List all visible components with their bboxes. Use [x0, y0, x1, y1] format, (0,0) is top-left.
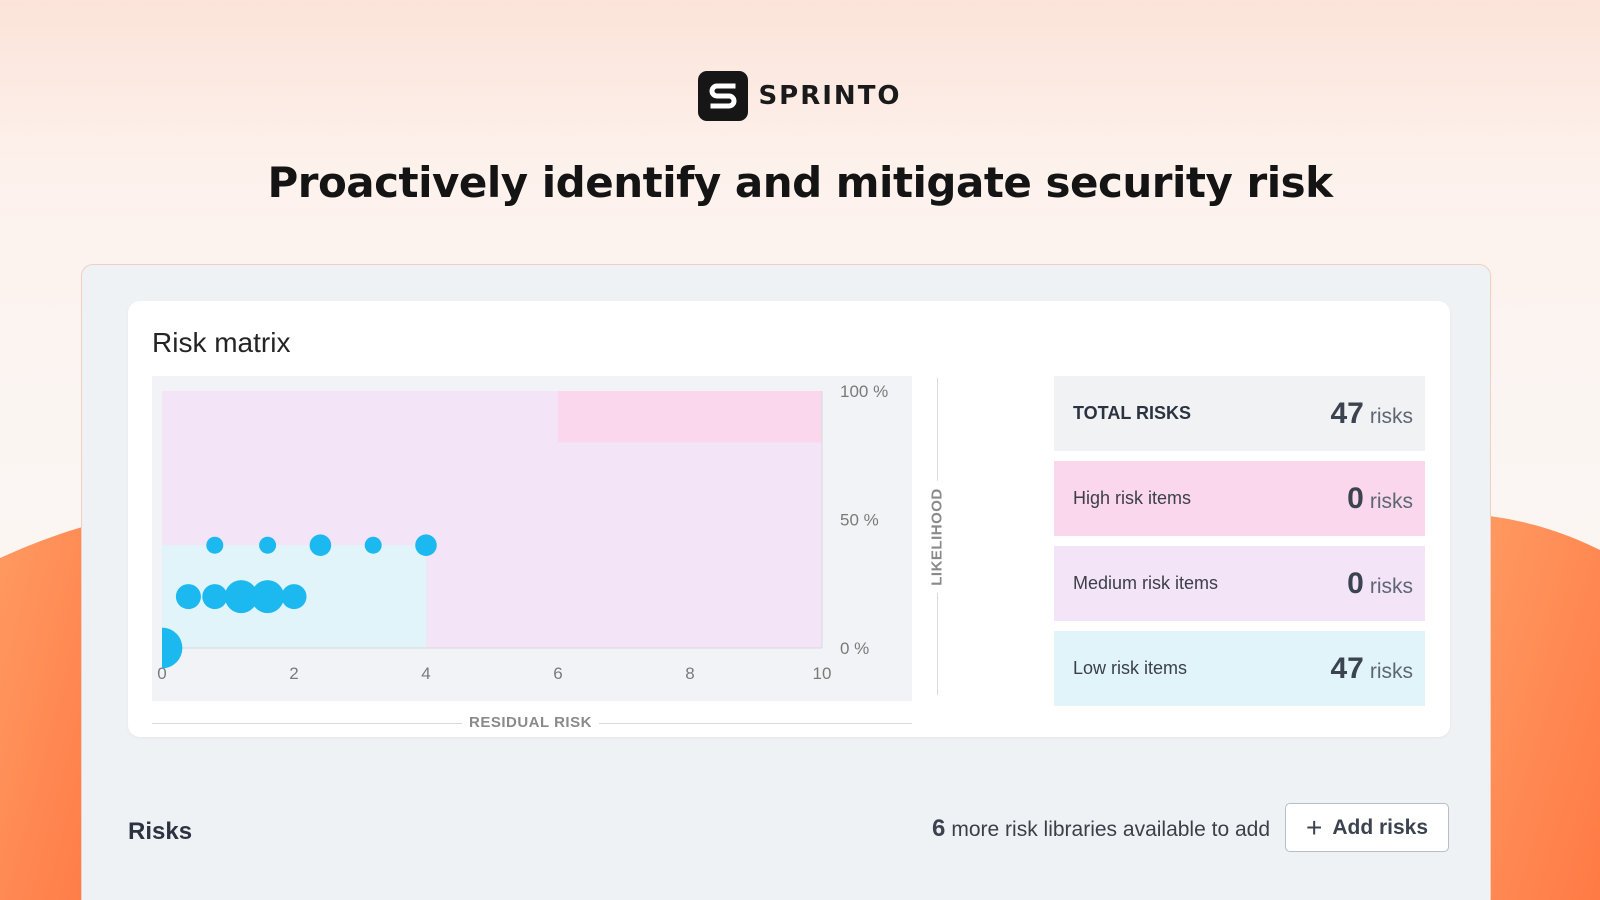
logo-mark-icon [698, 71, 749, 121]
sprinto-logo: SPRINTO [0, 71, 1600, 121]
risk-matrix-card: Risk matrix 0 2 4 6 8 10 100 % 50 % 0 % RESIDUAL… [128, 301, 1450, 737]
risk-bubble [202, 584, 228, 610]
total-risks-label: TOTAL RISKS [1073, 403, 1192, 423]
x-tick-label: 10 [813, 664, 832, 683]
x-tick-label: 4 [421, 664, 430, 683]
risk-matrix-chart: 0 2 4 6 8 10 100 % 50 % 0 % [152, 376, 912, 701]
page-headline: Proactively identify and mitigate securi… [267, 158, 1333, 207]
medium-risk-row[interactable]: Medium risk items 0 risks [1054, 546, 1425, 621]
total-risks-value: 47 risks [1330, 397, 1413, 431]
risk-bubble [364, 536, 382, 554]
high-risk-row[interactable]: High risk items 0 risks [1054, 461, 1425, 536]
total-risks-count: 47 [1330, 396, 1364, 430]
y-tick-label: 50 % [840, 511, 879, 530]
total-risks-row[interactable]: TOTAL RISKS 47 risks [1054, 376, 1425, 451]
low-risk-label: Low risk items [1073, 658, 1188, 678]
x-tick-label: 2 [289, 664, 298, 683]
risk-bubble [281, 584, 307, 610]
plus-icon: + [1305, 811, 1323, 843]
risk-bubble [415, 534, 437, 556]
x-tick-label: 8 [685, 664, 694, 683]
add-risks-label: Add risks [1332, 815, 1429, 839]
risk-bubble [309, 534, 332, 556]
risk-bubble [259, 536, 277, 554]
risk-bubble [206, 536, 224, 554]
low-risk-row[interactable]: Low risk items 47 risks [1054, 631, 1425, 706]
low-risk-count: 47 [1330, 651, 1364, 685]
risk-bubble [175, 584, 201, 610]
y-tick-label: 100 % [840, 382, 888, 401]
risk-bubble [162, 627, 183, 669]
low-risk-unit: risks [1369, 659, 1413, 683]
high-risk-unit: risks [1369, 489, 1413, 513]
risks-section-title: Risks [128, 818, 193, 845]
x-tick-label: 0 [157, 664, 166, 683]
risk-libraries-count: 6 [932, 815, 946, 842]
risk-matrix-title: Risk matrix [152, 327, 291, 358]
app-panel: Risk matrix 0 2 4 6 8 10 100 % 50 % 0 % RESIDUAL… [81, 264, 1491, 900]
risk-bubble [251, 580, 285, 614]
residual-risk-label: RESIDUAL RISK [462, 714, 599, 731]
risk-libraries-text: more risk libraries available to add [951, 818, 1270, 841]
high-risk-zone [558, 391, 822, 443]
x-tick-label: 6 [553, 664, 562, 683]
logo-text: SPRINTO [758, 81, 902, 111]
y-tick-label: 0 % [840, 639, 869, 658]
medium-risk-label: Medium risk items [1073, 573, 1219, 593]
risk-bubble [224, 580, 258, 614]
medium-risk-count: 0 [1347, 566, 1364, 600]
likelihood-label: LIKELIHOOD [928, 481, 946, 593]
add-risks-button[interactable]: + Add risks [1285, 803, 1449, 852]
high-risk-value: 0 risks [1347, 482, 1413, 516]
low-risk-value: 47 risks [1330, 652, 1413, 686]
risk-matrix-svg: 0 2 4 6 8 10 100 % 50 % 0 % [157, 382, 888, 683]
medium-risk-unit: risks [1369, 574, 1413, 598]
high-risk-count: 0 [1347, 481, 1364, 515]
total-risks-unit: risks [1369, 404, 1413, 428]
risk-summary: TOTAL RISKS 47 risks High risk items 0 r… [1054, 376, 1425, 716]
high-risk-label: High risk items [1073, 488, 1192, 508]
risk-libraries-note: 6 more risk libraries available to add [932, 815, 1270, 843]
medium-risk-value: 0 risks [1347, 567, 1413, 601]
